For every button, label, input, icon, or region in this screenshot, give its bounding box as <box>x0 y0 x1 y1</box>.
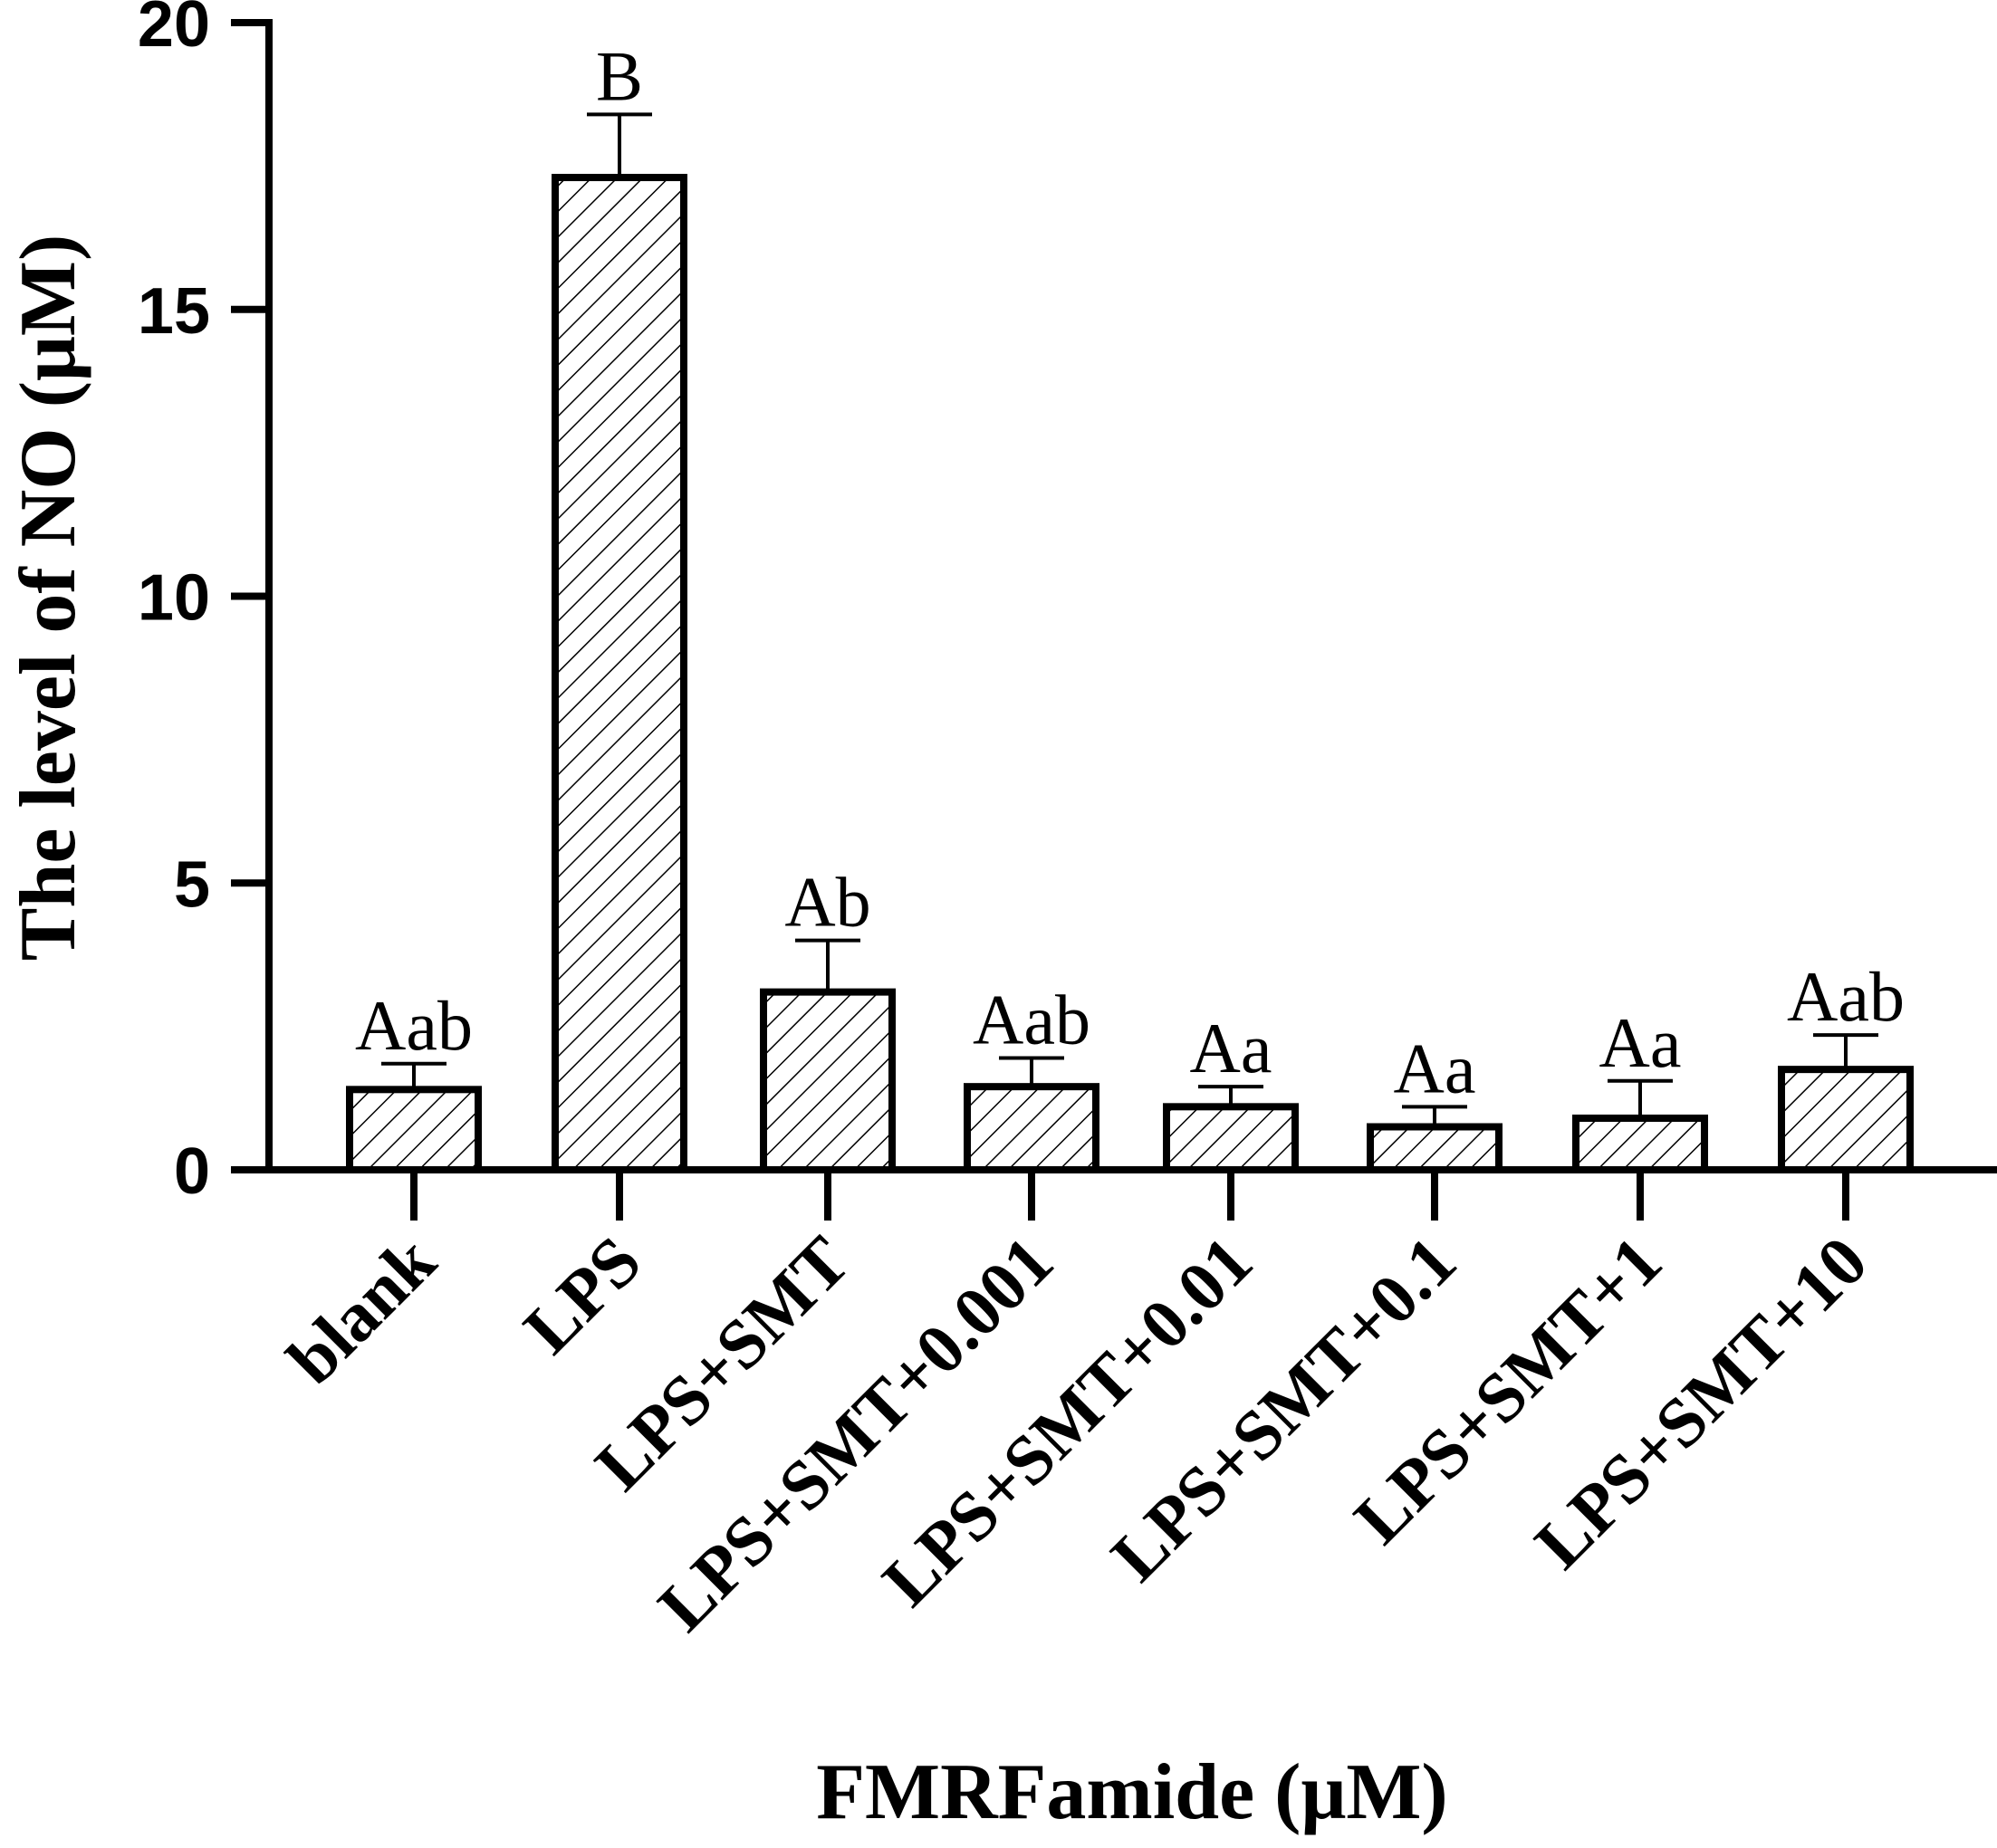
significance-label: Aa <box>1599 1003 1682 1082</box>
significance-labels-layer: Aab B Ab Aab Aa Aa Aa Aab <box>355 36 1905 1107</box>
significance-label: Aa <box>1190 1009 1272 1087</box>
y-tick-label: 15 <box>138 275 210 348</box>
y-axis-title: The level of NO (μM) <box>5 235 92 962</box>
significance-label: B <box>596 36 643 115</box>
significance-label: Aab <box>1787 957 1905 1036</box>
y-tick-label: 20 <box>138 0 210 61</box>
bar <box>1572 1114 1708 1173</box>
x-axis-ticks: blank LPSLPS+SMTLPS+SMT+0.001LPS+SMT+0.01… <box>273 1170 1882 1646</box>
significance-label: Aab <box>973 980 1090 1058</box>
bar <box>1367 1123 1503 1174</box>
x-axis-title: FMRFamide (μM) <box>816 1748 1447 1836</box>
x-tick-label: LPS+SMT+0.01 <box>867 1221 1267 1622</box>
bar <box>1163 1103 1299 1173</box>
x-tick-label: blank <box>273 1221 451 1399</box>
bar <box>552 174 687 1173</box>
x-tick-label: LPS <box>508 1221 656 1369</box>
bar <box>964 1083 1099 1173</box>
y-tick-label: 5 <box>174 848 210 921</box>
significance-label: Aa <box>1394 1029 1476 1107</box>
error-bars-layer <box>381 112 1878 1127</box>
x-tick-label: LPS+SMT+0.1 <box>1096 1221 1471 1596</box>
y-tick-label: 0 <box>174 1135 210 1208</box>
significance-label: Ab <box>784 863 870 942</box>
bar <box>346 1086 482 1174</box>
bar <box>1778 1066 1914 1173</box>
significance-label: Aab <box>355 986 473 1065</box>
y-tick-label: 10 <box>138 562 210 635</box>
y-axis-ticks: 0 5 10 15 20 <box>138 0 269 1208</box>
bar <box>760 988 896 1173</box>
